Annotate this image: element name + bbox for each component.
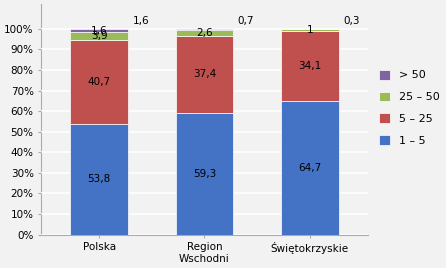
Text: 1,6: 1,6	[91, 25, 107, 35]
Text: 1,6: 1,6	[132, 16, 149, 26]
Bar	[70, 29, 128, 32]
Bar	[70, 124, 128, 234]
Text: 37,4: 37,4	[193, 69, 216, 79]
Legend: > 50, 25 – 50, 5 – 25, 1 – 5: > 50, 25 – 50, 5 – 25, 1 – 5	[376, 68, 442, 148]
Text: 59,3: 59,3	[193, 169, 216, 178]
Bar	[176, 36, 233, 113]
Bar	[176, 29, 233, 30]
Bar	[281, 31, 339, 102]
Bar	[281, 29, 339, 31]
Bar	[176, 113, 233, 234]
Bar	[281, 102, 339, 234]
Text: 0,7: 0,7	[238, 16, 254, 26]
Text: 2,6: 2,6	[196, 28, 213, 38]
Bar	[70, 32, 128, 40]
Bar	[70, 40, 128, 124]
Text: 0,3: 0,3	[343, 16, 359, 25]
Text: 53,8: 53,8	[87, 174, 111, 184]
Text: 3,9: 3,9	[91, 31, 107, 41]
Text: 34,1: 34,1	[298, 61, 322, 71]
Text: 64,7: 64,7	[298, 163, 322, 173]
Text: 1: 1	[306, 25, 313, 35]
Text: 40,7: 40,7	[87, 77, 111, 87]
Bar	[176, 30, 233, 36]
